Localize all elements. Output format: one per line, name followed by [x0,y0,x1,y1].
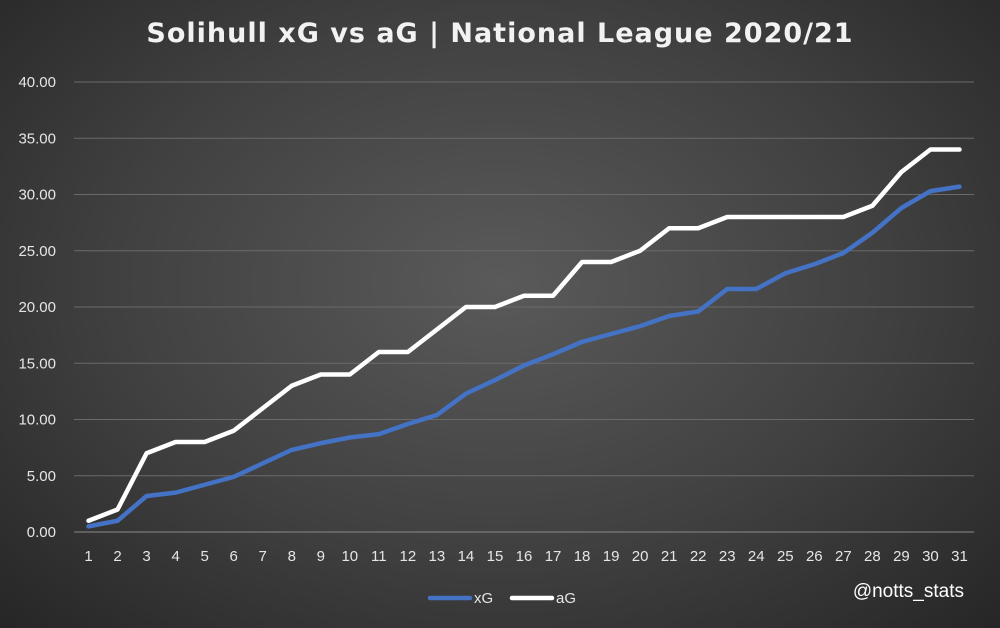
x-tick-label: 6 [230,548,238,565]
legend-label-aG: aG [556,590,576,607]
x-tick-label: 13 [429,548,446,565]
gridlines [74,81,974,533]
x-tick-label: 3 [142,548,150,565]
x-tick-label: 19 [603,548,620,565]
x-tick-label: 22 [690,548,707,565]
x-tick-label: 21 [661,548,678,565]
x-tick-label: 10 [341,548,358,565]
x-tick-label: 26 [806,548,823,565]
y-tick-label: 10.00 [18,412,56,429]
x-tick-label: 1 [84,548,92,565]
x-tick-label: 8 [288,548,296,565]
legend-label-xG: xG [474,590,493,607]
x-tick-label: 9 [317,548,325,565]
credit-label: @notts_stats [852,581,964,602]
x-tick-label: 24 [748,548,765,565]
y-tick-label: 30.00 [18,187,56,204]
x-tick-label: 12 [400,548,417,565]
x-tick-label: 16 [516,548,533,565]
x-tick-label: 25 [777,548,794,565]
x-tick-label: 5 [200,548,208,565]
x-tick-label: 18 [574,548,591,565]
x-tick-label: 2 [113,548,121,565]
x-tick-label: 23 [719,548,736,565]
x-tick-label: 15 [487,548,504,565]
series-line-xG [86,184,962,529]
legend: xG aG [427,590,576,607]
x-tick-label: 20 [632,548,649,565]
x-tick-label: 17 [545,548,562,565]
x-tick-label: 14 [458,548,475,565]
chart-title: Solihull xG vs aG | National League 2020… [146,18,854,49]
y-axis-ticks: 0.00 5.00 10.00 15.00 20.00 25.00 30.00 35.00 40… [18,74,56,541]
x-tick-label: 29 [893,548,910,565]
series-line-aG [86,147,962,523]
x-tick-label: 11 [371,548,387,565]
series-lines [86,147,962,529]
x-axis-ticks: 1 2 3 4 5 6 7 8 9 10 11 12 13 14 15 16 17 18 19 20 21 22 23 24 2… [84,548,967,565]
y-tick-label: 20.00 [18,299,56,316]
y-tick-label: 40.00 [18,74,56,91]
y-tick-label: 0.00 [27,524,56,541]
x-tick-label: 31 [951,548,968,565]
x-tick-label: 28 [864,548,881,565]
x-tick-label: 30 [922,548,939,565]
y-tick-label: 15.00 [18,355,56,372]
x-tick-label: 7 [259,548,267,565]
x-tick-label: 27 [835,548,852,565]
x-tick-label: 4 [171,548,179,565]
y-tick-label: 35.00 [18,130,56,147]
y-tick-label: 5.00 [27,468,56,485]
y-tick-label: 25.00 [18,243,56,260]
